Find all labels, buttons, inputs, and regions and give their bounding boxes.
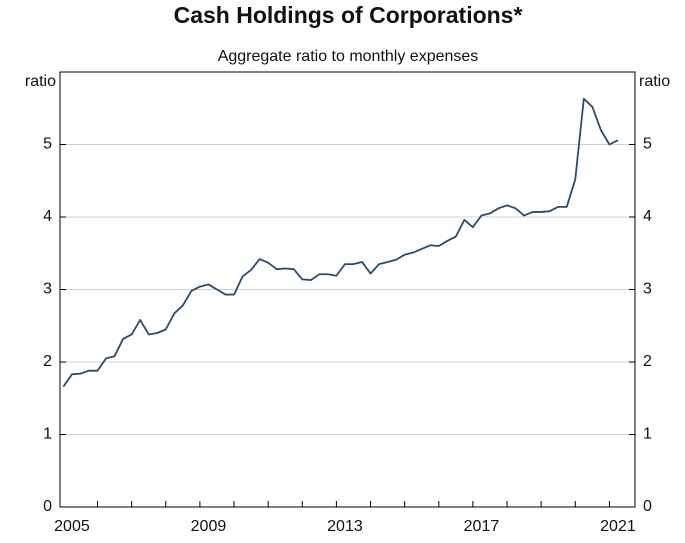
y-tick-label: 1	[43, 426, 52, 443]
chart-title: Cash Holdings of Corporations*	[174, 2, 523, 28]
y-tick-label: 3	[43, 281, 52, 298]
x-tick-label: 2005	[54, 518, 90, 535]
y2-tick-label: 3	[643, 281, 652, 298]
y-axis-label: ratio	[25, 73, 56, 90]
y-tick-label: 5	[43, 136, 52, 153]
y-tick-label: 4	[43, 208, 52, 225]
data-line	[62, 97, 619, 388]
x-tick-label: 2021	[600, 518, 636, 535]
plot-frame	[59, 71, 636, 508]
y2-tick-label: 0	[643, 498, 652, 515]
x-tick-label: 2013	[327, 518, 363, 535]
y-tick-label: 0	[43, 498, 52, 515]
y2-tick-label: 5	[643, 136, 652, 153]
chart-subtitle: Aggregate ratio to monthly expenses	[218, 48, 479, 65]
y-tick-label: 2	[43, 353, 52, 370]
x-tick-label: 2009	[191, 518, 227, 535]
y2-tick-label: 4	[643, 208, 652, 225]
y2-tick-label: 2	[643, 353, 652, 370]
y2-tick-label: 1	[643, 426, 652, 443]
x-tick-label: 2017	[464, 518, 500, 535]
y2-axis-label: ratio	[639, 73, 670, 90]
